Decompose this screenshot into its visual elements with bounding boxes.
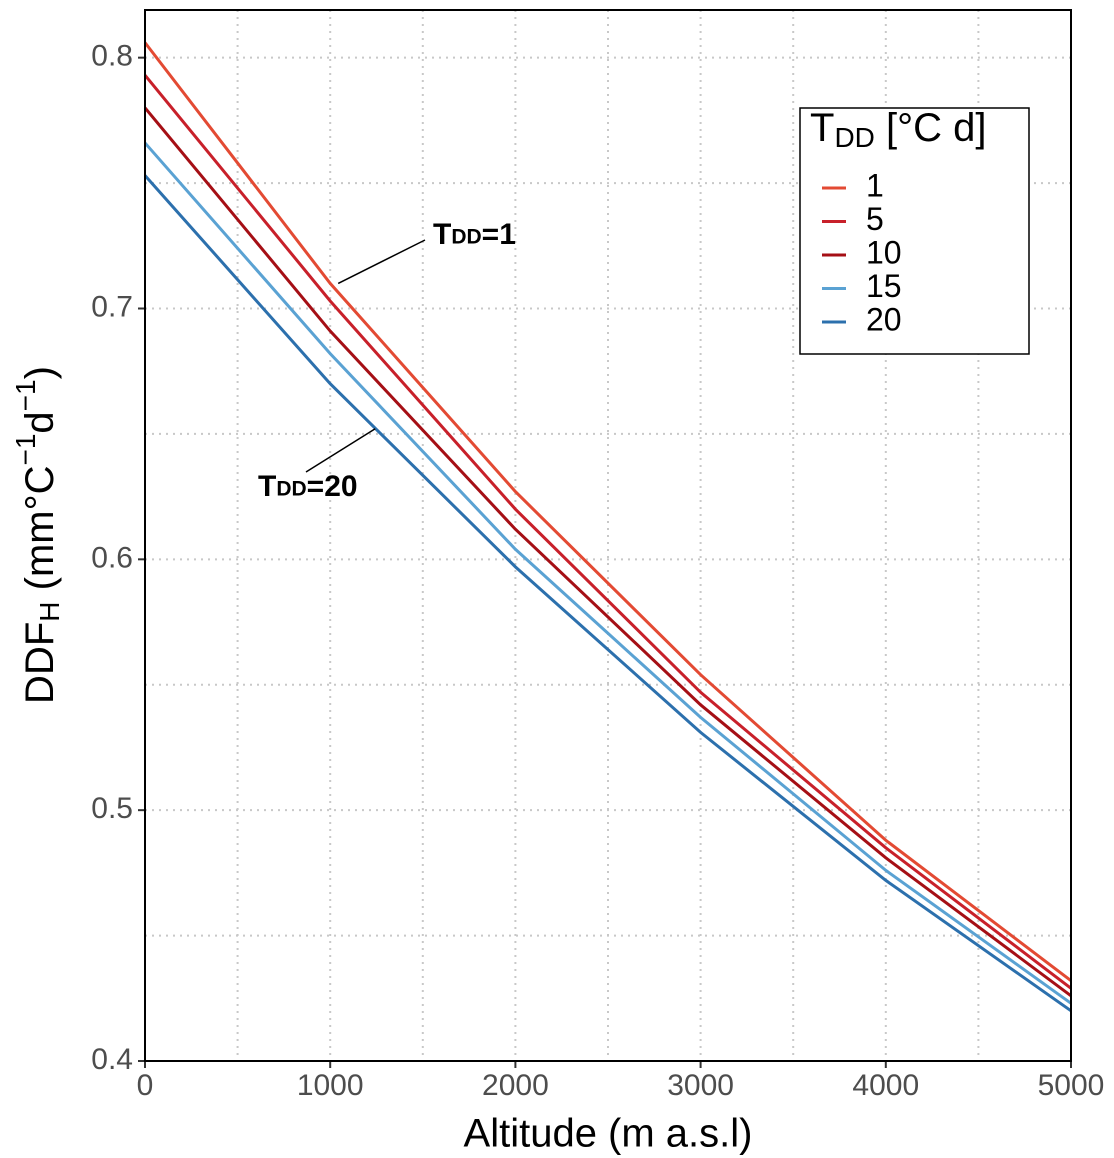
x-tick-label: 5000 bbox=[1038, 1069, 1105, 1102]
text-part: d bbox=[18, 411, 62, 433]
text-part: =20 bbox=[307, 470, 358, 503]
annotation-leader bbox=[305, 428, 376, 473]
text-part: [°C d] bbox=[875, 106, 987, 150]
y-tick-label: 0.7 bbox=[91, 290, 133, 323]
legend-title: TDD [°C d] bbox=[810, 106, 986, 154]
legend-label: 15 bbox=[866, 268, 902, 304]
y-tick-label: 0.8 bbox=[91, 40, 133, 73]
text-part: H bbox=[34, 601, 65, 621]
legend-label: 5 bbox=[866, 201, 884, 237]
line bbox=[143, 174, 1072, 1013]
plot-frame bbox=[144, 9, 1072, 1062]
legend-label: 20 bbox=[866, 301, 902, 337]
x-tick-label: 1000 bbox=[297, 1069, 364, 1102]
text-part: =1 bbox=[482, 218, 516, 251]
text-part: DD bbox=[276, 477, 306, 500]
line bbox=[143, 74, 1072, 990]
y-tick-label: 0.4 bbox=[91, 1043, 133, 1076]
text-part: DD bbox=[451, 225, 481, 248]
y-axis-label: DDFH (mm°C−1d−1) bbox=[10, 366, 65, 704]
line bbox=[143, 141, 1072, 1005]
x-tick-label: 3000 bbox=[667, 1069, 734, 1102]
text-part: T bbox=[433, 218, 451, 251]
text-part: (mm°C bbox=[18, 466, 62, 602]
text-part: T bbox=[810, 106, 834, 150]
legend-label: 1 bbox=[866, 167, 884, 203]
y-tick-label: 0.5 bbox=[91, 792, 133, 825]
text-part: DDF bbox=[18, 622, 62, 704]
legend-label: 10 bbox=[866, 234, 902, 270]
x-tick-label: 0 bbox=[137, 1069, 154, 1102]
x-tick-label: 2000 bbox=[482, 1069, 549, 1102]
text-part: T bbox=[258, 470, 276, 503]
text-part: −1 bbox=[10, 434, 41, 466]
x-tick-label: 4000 bbox=[852, 1069, 919, 1102]
annotation: TDD=1 bbox=[433, 218, 516, 251]
legend-box bbox=[799, 107, 1030, 355]
y-tick-label: 0.6 bbox=[91, 541, 133, 574]
text-part: DD bbox=[834, 122, 874, 153]
annotation: TDD=20 bbox=[258, 470, 358, 503]
line bbox=[143, 106, 1072, 997]
text-part: ) bbox=[18, 366, 62, 379]
annotation-leader bbox=[337, 239, 426, 285]
x-axis-label: Altitude (m a.s.l) bbox=[464, 1112, 753, 1156]
text-part: −1 bbox=[10, 379, 41, 411]
line bbox=[143, 41, 1072, 982]
